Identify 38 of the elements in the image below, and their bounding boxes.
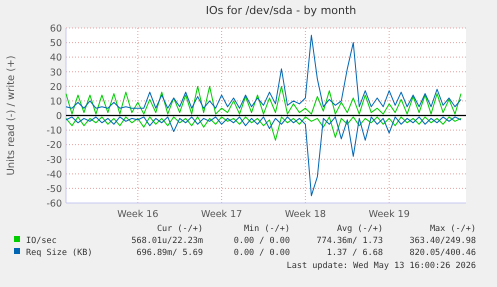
- y-tick-label: -50: [46, 184, 62, 195]
- y-tick-label: -20: [46, 140, 62, 152]
- y-tick-label: 40: [50, 52, 62, 64]
- y-tick-label: -30: [46, 154, 62, 166]
- y-axis-title: Units read (-) / write (+): [6, 55, 17, 176]
- text: Avg (-/+): [336, 224, 383, 234]
- chart-title: IOs for /dev/sda - by month: [206, 4, 356, 17]
- x-tick-label: Week 19: [368, 209, 410, 220]
- y-tick-label: -60: [46, 198, 62, 210]
- text: 0.00 / 0.00: [234, 248, 290, 258]
- y-tick-label: 20: [50, 82, 62, 93]
- x-tick-label: Week 16: [117, 209, 158, 220]
- line-series: [66, 116, 462, 196]
- legend-label: Req Size (KB): [26, 248, 93, 258]
- text: 696.89m/ 5.69: [136, 248, 203, 258]
- text: Cur (-/+): [156, 224, 203, 234]
- text: Max (-/+): [430, 224, 476, 234]
- text: 0.00 / 0.00: [234, 236, 290, 246]
- line-series: [66, 116, 462, 141]
- text: 820.05/400.46: [409, 248, 476, 258]
- y-tick-label: -10: [46, 126, 62, 137]
- y-tick-label: 10: [50, 96, 62, 108]
- text: 363.40/249.98: [409, 236, 476, 246]
- y-tick-label: 30: [50, 67, 62, 78]
- y-tick-label: -40: [46, 169, 62, 180]
- y-tick-label: 50: [50, 38, 62, 50]
- y-tick-label: 60: [50, 24, 62, 34]
- text: 1.37 / 6.68: [326, 248, 383, 258]
- legend-label: IO/sec: [26, 236, 57, 246]
- x-tick-label: Week 18: [284, 209, 326, 220]
- line-series: [66, 86, 462, 115]
- text: 774.36m/ 1.73: [316, 236, 383, 246]
- text: Last update: Wed May 13 16:00:26 2026: [286, 261, 476, 271]
- line-series: [66, 34, 462, 109]
- y-tick-label: 0: [56, 111, 62, 122]
- text: Min (-/+): [244, 224, 290, 234]
- x-tick-label: Week 17: [201, 209, 242, 220]
- text: 568.01u/22.23m: [131, 236, 203, 246]
